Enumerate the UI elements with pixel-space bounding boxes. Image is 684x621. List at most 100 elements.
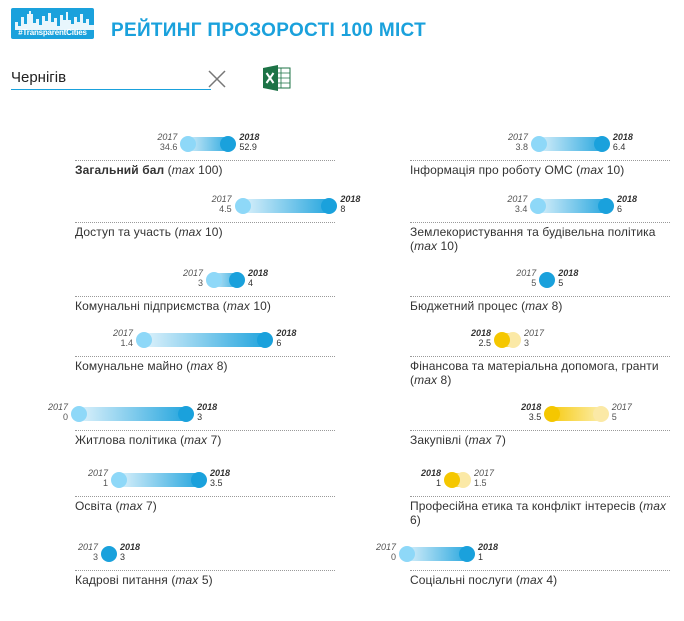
- score-value: 4.5: [219, 204, 232, 214]
- indicator-plot: 2017 1.4 2018 6: [75, 326, 335, 357]
- indicator-plot: 2017 0 2018 1: [376, 540, 670, 571]
- year-label-right: 2017 3: [524, 328, 544, 348]
- indicator-title: Доступ та участь: [75, 225, 172, 239]
- max-word: max: [175, 573, 199, 587]
- score-value: 3.4: [514, 204, 528, 214]
- year-label-right: 2018 6.4: [613, 132, 633, 152]
- page-title: РЕЙТИНГ ПРОЗОРОСТІ 100 МІСТ: [111, 20, 426, 41]
- year-label-left: 2017 4.5: [212, 194, 232, 214]
- score-value: 3: [120, 552, 126, 562]
- score-value: 5: [558, 278, 564, 288]
- indicator-plot: 2017 1 2018 3.5: [75, 466, 335, 497]
- year-label: 2017: [157, 132, 178, 142]
- year-label-right: 2018 4: [248, 268, 268, 288]
- year-label-left: 2017 3: [78, 542, 98, 562]
- year-label: 2017: [524, 328, 545, 338]
- max-value: 10: [606, 163, 621, 177]
- year-label-left: 2017 5: [516, 268, 536, 288]
- indicator-name: Освіта (max 7): [75, 499, 157, 513]
- indicator-name: Доступ та участь (max 10): [75, 225, 223, 239]
- indicator-plot: 2017 34.6 2018 52.9: [75, 130, 335, 161]
- year-label: 2017: [507, 194, 528, 204]
- year-label: 2018: [420, 468, 441, 478]
- marker-2018: [544, 406, 561, 422]
- score-value: 4: [248, 278, 254, 288]
- indicator-plot: 2017 0 2018 3: [48, 400, 335, 431]
- excel-icon[interactable]: [262, 65, 292, 91]
- max-value: 7: [210, 433, 218, 447]
- growth-bar: [531, 137, 609, 151]
- marker-2018: [593, 136, 610, 152]
- year-label: 2017: [182, 268, 203, 278]
- score-value: 3: [524, 338, 530, 348]
- indicator-name: Кадрові питання (max 5): [75, 573, 213, 587]
- marker-2018: [229, 272, 245, 288]
- max-word: max: [414, 373, 438, 387]
- year-label: 2018: [521, 402, 542, 412]
- marker-2018: [444, 472, 460, 488]
- max-word: max: [643, 499, 667, 513]
- year-label-right: 2018 3: [120, 542, 140, 562]
- max-word: max: [519, 573, 543, 587]
- indicator-title: Комунальні підприємства: [75, 299, 220, 313]
- max-value: 7: [495, 433, 502, 447]
- year-label: 2018: [248, 268, 269, 278]
- indicator-title: Соціальні послуги: [410, 573, 513, 587]
- score-value: 3.5: [528, 412, 542, 422]
- year-label: 2018: [120, 542, 141, 552]
- year-label-right: 2017 5: [612, 402, 632, 422]
- close-icon[interactable]: [206, 68, 228, 90]
- year-label: 2017: [211, 194, 232, 204]
- growth-bar: [136, 333, 273, 347]
- marker-2018: [459, 546, 475, 562]
- indicator-plot: 2017 3 2018 3: [75, 540, 335, 571]
- marker-2018: [257, 332, 274, 348]
- marker-2018: [598, 198, 614, 214]
- score-value: 52.9: [239, 142, 257, 152]
- growth-bar: [112, 473, 206, 487]
- marker-2018: [191, 472, 207, 488]
- score-value: 3.8: [515, 142, 528, 152]
- city-search-input[interactable]: [11, 65, 211, 90]
- year-label-left: 2017 3: [183, 268, 203, 288]
- indicator-item: 2017 4.5 2018 8 Доступ та участь (max 10): [75, 192, 360, 239]
- year-label-left: 2018 2.5: [471, 328, 491, 348]
- indicator-title: Бюджетний процес: [410, 299, 518, 313]
- score-value: 34.6: [159, 142, 178, 152]
- year-label-left: 2017 1: [88, 468, 108, 488]
- year-label: 2017: [516, 268, 537, 278]
- indicator-name: Комунальні підприємства (max 10): [75, 299, 271, 313]
- marker-2017: [111, 472, 127, 488]
- year-label: 2018: [340, 194, 361, 204]
- indicator-name: Землекористування та будівельна політика…: [410, 225, 656, 253]
- year-label-right: 2018 5: [558, 268, 578, 288]
- indicator-title: Фінансова та матеріальна допомога, грант…: [410, 359, 659, 373]
- indicator-title: Інформація про роботу ОМС: [410, 163, 573, 177]
- score-value: 3: [197, 412, 203, 422]
- year-label: 2018: [470, 328, 491, 338]
- year-label-right: 2018 52.9: [239, 132, 259, 152]
- city-skyline-icon: [11, 11, 94, 30]
- year-label: 2018: [478, 542, 499, 552]
- year-label-right: 2017 1.5: [474, 468, 494, 488]
- indicator-plot: 2017 3 2018 4: [75, 266, 335, 297]
- year-label: 2018: [558, 268, 579, 278]
- marker-2018: [321, 198, 338, 214]
- indicator-title: Загальний бал: [75, 163, 165, 177]
- max-value: 7: [145, 499, 153, 513]
- score-value: 5: [611, 412, 617, 422]
- indicator-title: Закупівлі: [410, 433, 462, 447]
- marker-2018: [539, 272, 556, 288]
- score-value: 0: [390, 552, 396, 562]
- score-value: 2.5: [478, 338, 491, 348]
- max-word: max: [580, 163, 604, 177]
- indicator-item: 2017 34.6 2018 52.9 Загальний бал (max 100): [75, 130, 335, 177]
- indicator-item: 2017 3.4 2018 6 Землекористування та будівел…: [410, 192, 670, 253]
- score-value: 0: [62, 412, 68, 422]
- year-label: 2017: [474, 468, 495, 478]
- marker-2018: [494, 332, 510, 348]
- indicator-name: Загальний бал (max 100): [75, 163, 223, 177]
- indicator-title: Професійна етика та конфлікт інтересів: [410, 499, 636, 513]
- marker-2018: [101, 546, 117, 562]
- max-word: max: [119, 499, 143, 513]
